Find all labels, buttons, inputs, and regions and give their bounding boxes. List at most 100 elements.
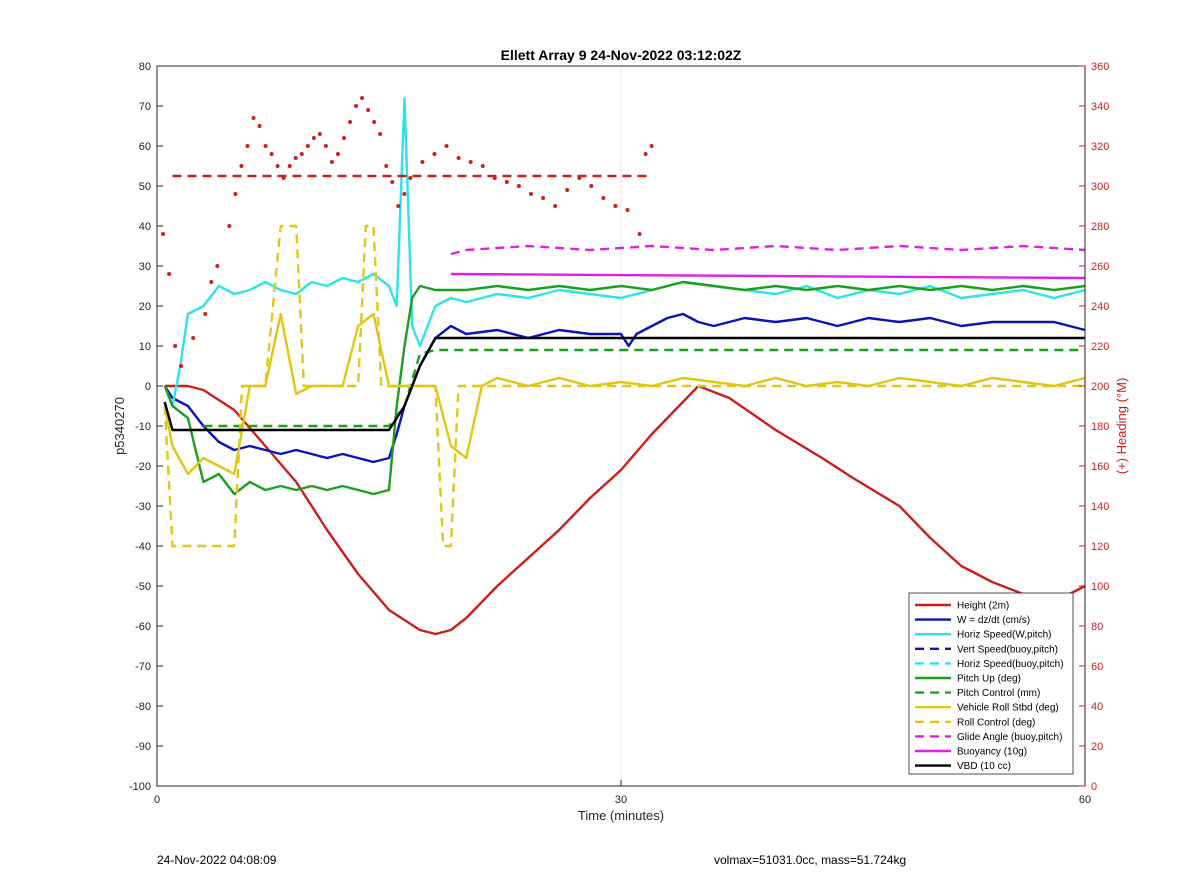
heading-dot-59 [649,144,654,148]
legend-label-11: VBD (10 cc) [957,761,1011,772]
heading-dot-24 [323,144,328,148]
legend-label-5: Pitch Up (deg) [957,674,1021,685]
y-tick-label-13: -50 [135,581,151,593]
series-line-8 [163,224,1085,548]
heading-dot-28 [348,120,353,124]
y-right-tick-label-4: 280 [1091,221,1109,233]
y-tick-label-17: -90 [135,741,151,753]
y-right-tick-label-18: 0 [1091,781,1097,793]
heading-dot-49 [541,196,546,200]
heading-dot-57 [637,232,642,236]
heading-dot-32 [372,120,377,124]
heading-dot-40 [432,152,437,156]
y-right-tick-label-1: 340 [1091,101,1109,113]
y-tick-label-15: -70 [135,661,151,673]
series-line-11 [163,336,1085,432]
y-right-axis-label: (+) Heading (°M) [1114,378,1129,475]
heading-dot-10 [239,164,244,168]
heading-dot-35 [390,180,395,184]
legend-label-4: Horiz Speed(buoy,pitch) [957,659,1064,670]
y-tick-label-16: -80 [135,701,151,713]
heading-dot-19 [293,156,298,160]
heading-dot-20 [299,152,304,156]
heading-dot-5 [203,312,208,316]
heading-dot-1 [167,272,172,276]
y-right-tick-label-6: 240 [1091,301,1109,313]
y-axis-label: p5340270 [112,397,127,455]
y-tick-label-14: -60 [135,621,151,633]
y-right-tick-label-9: 180 [1091,421,1109,433]
y-right-axis-ticks: 3603403203002802602402202001801601401201… [1079,61,1109,793]
heading-dot-33 [378,132,383,136]
series-line-10 [450,272,1086,280]
x-tick-label-1: 30 [615,794,627,806]
y-tick-label-7: 10 [139,341,151,353]
legend-label-10: Buoyancy (10g) [957,747,1027,758]
y-tick-label-18: -100 [129,781,151,793]
heading-dot-2 [173,344,178,348]
legend-label-0: Height (2m) [957,601,1009,612]
y-right-tick-label-15: 60 [1091,661,1103,673]
y-right-tick-label-2: 320 [1091,141,1109,153]
heading-dot-34 [384,164,389,168]
heading-dot-56 [625,208,630,212]
series-line-5 [163,280,1086,496]
legend-label-7: Vehicle Roll Stbd (deg) [957,703,1059,714]
heading-dot-26 [335,152,340,156]
y-right-tick-label-16: 40 [1091,701,1103,713]
heading-dot-15 [269,152,274,156]
heading-dot-14 [263,144,268,148]
heading-dot-22 [311,136,316,140]
y-right-tick-label-3: 300 [1091,181,1109,193]
heading-dot-53 [589,184,594,188]
legend-label-1: W = dz/dt (cm/s) [957,615,1030,626]
legend-label-2: Horiz Speed(W,pitch) [957,630,1051,641]
y-right-tick-label-17: 20 [1091,741,1103,753]
y-right-tick-label-0: 360 [1091,61,1109,73]
heading-dot-42 [456,156,461,160]
y-tick-label-10: -20 [135,461,151,473]
legend: Height (2m) W = dz/dt (cm/s) Horiz Speed(W… [908,592,1074,775]
heading-dot-27 [341,136,346,140]
heading-dot-30 [360,96,365,100]
heading-dot-50 [553,204,558,208]
legend-label-8: Roll Control (deg) [957,717,1035,728]
y-tick-label-11: -30 [135,501,151,513]
y-right-tick-label-12: 120 [1091,541,1109,553]
chart-title: Ellett Array 9 24-Nov-2022 03:12:02Z [501,47,742,63]
heading-dot-45 [492,176,497,180]
y-tick-label-6: 20 [139,301,151,313]
y-right-tick-label-7: 220 [1091,341,1109,353]
x-tick-label-0: 0 [154,794,160,806]
y-tick-label-12: -40 [135,541,151,553]
heading-dot-55 [613,204,618,208]
heading-dot-47 [516,184,521,188]
heading-dot-6 [209,280,214,284]
heading-dot-43 [468,160,473,164]
heading-dot-51 [565,188,570,192]
footer-timestamp: 24-Nov-2022 04:08:09 [157,853,277,867]
heading-dot-16 [275,164,280,168]
y-right-tick-label-14: 80 [1091,621,1103,633]
heading-dot-9 [233,192,238,196]
y-axis-ticks: 80 70 60 50 40 30 20 10 0 -10 -20 -30 -40 -50 -60 -70 -8… [129,61,163,793]
series-line-2 [163,96,1086,408]
heading-dot-7 [215,264,220,268]
heading-dot-23 [317,132,322,136]
heading-dot-48 [528,192,533,196]
y-right-tick-label-8: 200 [1091,381,1109,393]
legend-label-3: Vert Speed(buoy,pitch) [957,644,1058,655]
heading-dot-13 [257,124,262,128]
series-layer [163,96,1086,636]
legend-box [908,592,1074,775]
series-line-0 [164,384,1086,636]
heading-dot-8 [227,224,232,228]
y-tick-label-4: 40 [139,221,151,233]
y-right-tick-label-13: 100 [1091,581,1109,593]
x-axis-ticks: 0 30 60 [154,780,1091,806]
heading-dot-21 [305,144,310,148]
heading-dot-52 [577,176,582,180]
heading-dot-4 [191,336,196,340]
footer-volume-mass: volmax=51031.0cc, mass=51.724kg [714,853,907,867]
